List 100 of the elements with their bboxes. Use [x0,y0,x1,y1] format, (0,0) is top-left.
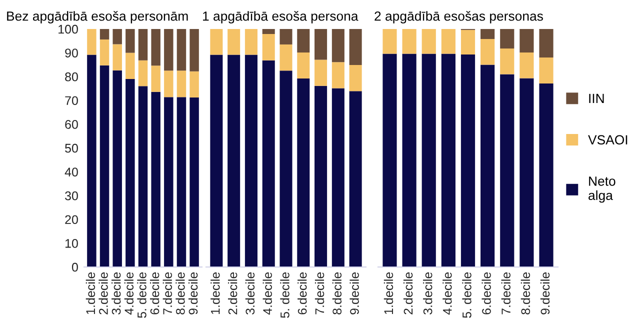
bar [349,64,362,92]
bar [190,98,199,267]
bar [422,54,436,267]
bar [244,54,258,267]
bar [280,70,292,267]
bar [176,29,186,71]
bar [190,29,199,72]
bar [87,29,96,55]
bar [262,29,275,34]
legend-label: Neto alga [588,176,616,203]
bar [228,54,240,267]
x-tick-label: 2.decile [228,272,238,314]
bar [138,60,148,86]
y-tick-label: 90 [65,48,78,58]
x-tick-label: 9.decile [540,272,550,314]
bar [314,29,328,60]
x-tick-label: 5. decile [462,272,472,318]
bar [297,78,310,267]
bar [164,29,174,71]
bar [100,29,110,40]
bar [460,30,476,54]
x-tick-label: 8.decile [176,272,185,314]
bar [332,62,344,88]
x-tick-label: 7.decile [314,272,324,314]
x-tick-label: 9.decile [350,272,359,314]
x-tick-label: 6.decile [482,272,491,314]
bar [280,29,292,44]
bar [314,60,328,86]
bar [349,91,362,267]
bar [332,29,344,62]
y-tick-label: 100 [58,24,78,34]
bar [500,48,514,74]
bar [297,52,310,79]
bar [126,29,135,53]
legend-label: VSAOI [588,135,628,145]
bar [112,70,122,267]
bar [480,64,495,267]
bar [480,29,495,39]
bar [100,65,110,267]
x-tick-label: 1.decile [210,272,220,314]
x-tick-label: 4.decile [442,272,452,315]
bar [382,29,397,54]
x-tick-label: 5. decile [137,272,146,318]
y-tick-label: 60 [65,120,78,129]
bar [87,54,96,267]
y-tick-label: 20 [65,215,78,224]
bar [441,29,456,54]
x-tick-label: 7.decile [501,272,510,314]
y-tick-label: 30 [65,191,78,200]
bar [244,29,258,55]
x-tick-label: 1.decile [86,272,96,314]
bar [500,29,514,49]
chart-title: 2 apgādībā esošas personas [374,11,543,24]
x-tick-label: 2.decile [98,272,108,314]
bar [402,54,416,267]
bar [138,86,148,267]
bar [151,66,160,92]
x-tick-label: 3.decile [112,272,121,314]
x-tick-label: 2.decile [403,272,413,314]
bar [176,97,186,267]
bar [151,29,160,66]
bar [441,54,456,267]
bar [520,29,534,53]
bar [539,84,554,267]
x-tick-label: 9.decile [188,272,198,314]
bar [382,54,397,267]
y-tick-label: 40 [64,168,78,176]
bar [164,70,174,98]
y-tick-label: 80 [65,72,78,82]
bar [297,29,310,53]
bar [539,29,554,58]
x-tick-label: 4.decile [262,272,272,315]
bar [520,52,534,78]
bar [500,74,514,267]
bar [460,54,476,267]
bar [164,97,174,267]
chart-title: Bez apgādībā esoša personām [7,11,188,24]
bar [112,29,122,44]
x-tick-label: 6.decile [298,272,307,314]
bar [262,34,275,60]
bar [100,39,110,66]
bar [349,29,362,65]
bar [176,70,186,98]
x-tick-label: 3.decile [245,272,255,314]
bar [228,29,240,55]
x-tick-label: 1.decile [384,272,394,314]
chart-title: 1 apgādībā esoša persona [203,11,358,24]
bar [262,60,275,267]
bar [539,58,554,84]
bar [138,29,148,60]
y-tick-label: 70 [65,96,78,106]
x-tick-label: 7.decile [162,272,172,314]
y-tick-label: 50 [65,144,78,153]
bar [314,86,328,267]
bar [210,54,223,267]
legend-label: IIN [589,94,604,103]
bar [151,92,160,267]
y-tick-label: 0 [72,262,78,272]
x-tick-label: 8.decile [520,272,530,314]
x-tick-label: 8.decile [332,272,342,314]
